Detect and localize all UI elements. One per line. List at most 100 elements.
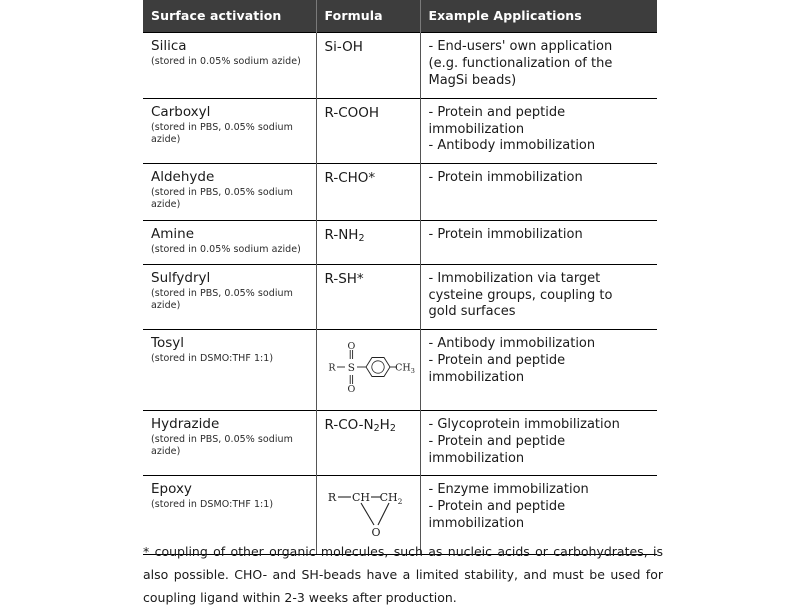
table-row: Epoxy (stored in DSMO:THF 1:1) bbox=[143, 475, 657, 555]
surface-storage-note: (stored in PBS, 0.05% sodium azide) bbox=[151, 187, 293, 211]
surface-name: Aldehyde bbox=[151, 169, 215, 186]
column-header-example-applications: Example Applications bbox=[420, 0, 657, 33]
cell-formula: R-SH* bbox=[316, 263, 421, 330]
table-row: Amine (stored in 0.05% sodium azide) R-N… bbox=[143, 219, 657, 265]
application-line: - Protein immobilization bbox=[428, 170, 583, 186]
cell-example-applications: - Protein immobilization bbox=[420, 163, 657, 221]
tosyl-structure-labels: R S O O CH3 bbox=[328, 341, 414, 395]
application-line: - Antibody immobilization bbox=[428, 138, 596, 154]
surface-name: Carboxyl bbox=[151, 103, 211, 120]
cell-example-applications: - Antibody immobilization - Protein and … bbox=[420, 329, 657, 411]
application-line: immobilization bbox=[428, 516, 525, 532]
cell-formula: R-CO-N2H2 bbox=[316, 409, 421, 476]
application-line: immobilization bbox=[428, 121, 525, 137]
application-line: immobilization bbox=[428, 370, 525, 386]
surface-name: Tosyl bbox=[151, 335, 184, 352]
cell-example-applications: - Protein immobilization bbox=[420, 219, 657, 265]
formula-subscript: 2 bbox=[358, 233, 365, 245]
application-line: - Enzyme immobilization bbox=[428, 482, 589, 498]
cell-formula: R-CHO* bbox=[316, 163, 421, 221]
surface-storage-note: (stored in DSMO:THF 1:1) bbox=[151, 353, 274, 365]
label-ch2: CH2 bbox=[379, 491, 402, 506]
column-header-formula: Formula bbox=[316, 0, 421, 33]
surface-name: Silica bbox=[151, 38, 187, 54]
application-line: - Protein and peptide bbox=[428, 499, 566, 515]
surface-storage-note: (stored in DSMO:THF 1:1) bbox=[151, 499, 274, 511]
label-ch: CH bbox=[351, 491, 369, 504]
formula-text: Si-OH bbox=[324, 39, 363, 55]
formula-text: R-SH* bbox=[324, 270, 364, 287]
formula-text: R-CO-N2H2 bbox=[324, 416, 396, 435]
surface-activation-table-wrapper: Surface activation Formula Example Appli… bbox=[143, 0, 657, 555]
application-line: - Immobilization via target bbox=[428, 270, 601, 286]
cell-formula: R-NH2 bbox=[316, 219, 421, 265]
tosyl-structure-svg: R S O O CH3 bbox=[328, 341, 414, 395]
formula-text: R-NH2 bbox=[324, 226, 365, 245]
cell-example-applications: - End-users' own application (e.g. funct… bbox=[420, 32, 657, 99]
table-header-row: Surface activation Formula Example Appli… bbox=[143, 0, 657, 33]
label-o-bottom: O bbox=[347, 384, 355, 395]
cell-formula: R CH CH2 O bbox=[316, 475, 421, 555]
surface-storage-note: (stored in 0.05% sodium azide) bbox=[151, 243, 301, 255]
application-line: - End-users' own application bbox=[428, 39, 613, 54]
formula-subscript: 2 bbox=[373, 423, 380, 435]
cell-example-applications: - Immobilization via target cysteine gro… bbox=[420, 263, 657, 330]
table-row: Tosyl (stored in DSMO:THF 1:1) bbox=[143, 329, 657, 411]
table-row: Silica (stored in 0.05% sodium azide) Si… bbox=[143, 32, 657, 99]
cell-surface-activation: Sulfydryl (stored in PBS, 0.05% sodium a… bbox=[143, 263, 317, 330]
cell-formula: R S O O CH3 bbox=[316, 329, 421, 411]
surface-name: Sulfydryl bbox=[151, 269, 211, 286]
cell-surface-activation: Amine (stored in 0.05% sodium azide) bbox=[143, 219, 317, 265]
cell-surface-activation: Tosyl (stored in DSMO:THF 1:1) bbox=[143, 329, 317, 411]
cell-example-applications: - Glycoprotein immobilization - Protein … bbox=[420, 409, 657, 476]
table-row: Carboxyl (stored in PBS, 0.05% sodium az… bbox=[143, 97, 657, 164]
column-header-surface-activation: Surface activation bbox=[143, 0, 317, 33]
application-line: immobilization bbox=[428, 450, 525, 466]
application-line: - Protein immobilization bbox=[428, 226, 583, 242]
surface-name: Epoxy bbox=[151, 481, 192, 498]
surface-name: Amine bbox=[151, 225, 194, 242]
table-row: Aldehyde (stored in PBS, 0.05% sodium az… bbox=[143, 163, 657, 221]
cell-formula: R-COOH bbox=[316, 97, 421, 164]
cell-surface-activation: Carboxyl (stored in PBS, 0.05% sodium az… bbox=[143, 97, 317, 164]
table-header: Surface activation Formula Example Appli… bbox=[143, 0, 657, 33]
label-o-top: O bbox=[347, 341, 355, 352]
label-s: S bbox=[347, 362, 354, 374]
label-ch3: CH3 bbox=[395, 363, 415, 376]
formula-text: R-COOH bbox=[324, 104, 380, 121]
application-line: - Protein and peptide bbox=[428, 433, 566, 449]
tosyl-structure-diagram: R S O O CH3 bbox=[325, 337, 414, 401]
application-line: (e.g. functionalization of the bbox=[428, 55, 613, 71]
surface-storage-note: (stored in PBS, 0.05% sodium azide) bbox=[151, 287, 293, 311]
formula-text: R-CHO* bbox=[324, 170, 376, 187]
cell-surface-activation: Epoxy (stored in DSMO:THF 1:1) bbox=[143, 475, 317, 555]
label-o: O bbox=[371, 526, 380, 539]
application-line: - Protein and peptide bbox=[428, 353, 566, 369]
cell-example-applications: - Protein and peptide immobilization - A… bbox=[420, 97, 657, 164]
label-r: R bbox=[328, 363, 336, 374]
formula-subscript: 2 bbox=[389, 423, 396, 435]
table-row: Hydrazide (stored in PBS, 0.05% sodium a… bbox=[143, 409, 657, 476]
application-line: - Antibody immobilization bbox=[428, 336, 596, 352]
cell-surface-activation: Aldehyde (stored in PBS, 0.05% sodium az… bbox=[143, 163, 317, 221]
epoxy-structure-svg: R CH CH2 O bbox=[327, 491, 402, 539]
application-line: gold surfaces bbox=[428, 304, 516, 320]
application-line: MagSi beads) bbox=[428, 72, 517, 88]
table-body: Silica (stored in 0.05% sodium azide) Si… bbox=[143, 32, 657, 555]
epoxy-structure-labels: R CH CH2 O bbox=[327, 491, 402, 539]
cell-surface-activation: Silica (stored in 0.05% sodium azide) bbox=[143, 32, 317, 99]
application-line: cysteine groups, coupling to bbox=[428, 287, 613, 303]
cell-formula: Si-OH bbox=[316, 32, 421, 99]
cell-surface-activation: Hydrazide (stored in PBS, 0.05% sodium a… bbox=[143, 409, 317, 476]
table-row: Sulfydryl (stored in PBS, 0.05% sodium a… bbox=[143, 263, 657, 330]
label-r: R bbox=[327, 491, 336, 504]
footnote-text: * coupling of other organic molecules, s… bbox=[143, 544, 663, 606]
surface-name: Hydrazide bbox=[151, 415, 220, 432]
surface-storage-note: (stored in PBS, 0.05% sodium azide) bbox=[151, 121, 293, 145]
surface-storage-note: (stored in PBS, 0.05% sodium azide) bbox=[151, 433, 293, 457]
cell-example-applications: - Enzyme immobilization - Protein and pe… bbox=[420, 475, 657, 555]
application-line: - Glycoprotein immobilization bbox=[428, 416, 620, 432]
application-line: - Protein and peptide bbox=[428, 104, 566, 120]
surface-activation-table: Surface activation Formula Example Appli… bbox=[143, 0, 657, 555]
